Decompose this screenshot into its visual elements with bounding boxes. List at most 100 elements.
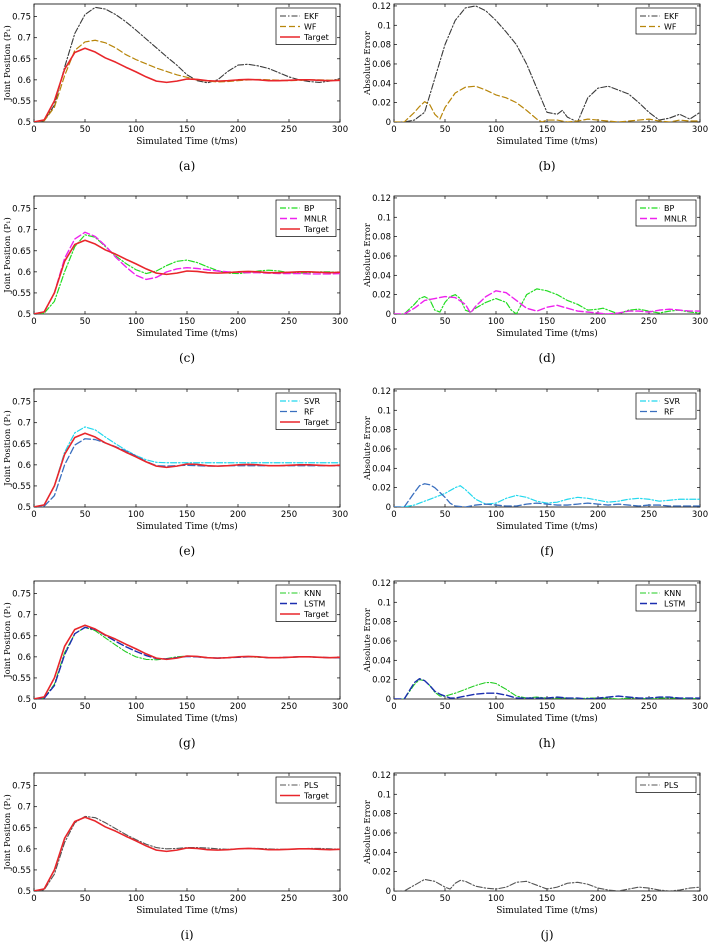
series-line-wf: [34, 39, 340, 122]
y-tick-label: 0.7: [17, 611, 31, 621]
y-tick-label: 0.5: [17, 695, 31, 705]
series-line-target: [34, 239, 340, 314]
y-tick-label: 0.08: [372, 426, 391, 436]
legend-label-rf: RF: [664, 408, 675, 417]
x-tick-label: 300: [692, 702, 708, 712]
y-tick-label: 0.65: [12, 247, 31, 257]
y-tick-label: 0.7: [17, 419, 31, 429]
x-tick-label: 100: [128, 894, 144, 904]
legend-label-target: Target: [303, 610, 329, 619]
y-axis-label: Joint Position (P₁): [2, 217, 13, 294]
x-tick-label: 250: [641, 894, 657, 904]
legend-label-svr: SVR: [304, 397, 321, 406]
chart-panel-h: 0 50 100 150 200 250 300 0 0.02 0.04 0.06 0.08 0.1 0.…: [363, 579, 708, 750]
x-tick-label: 0: [391, 510, 396, 520]
legend-label-lstm: LSTM: [664, 600, 685, 609]
x-tick-label: 100: [488, 702, 504, 712]
legend-label-pls: PLS: [304, 781, 318, 790]
y-tick-label: 0.04: [372, 464, 391, 474]
panel-caption: (g): [178, 736, 195, 750]
x-tick-label: 200: [230, 510, 246, 520]
x-axis-label: Simulated Time (t/ms): [136, 713, 238, 724]
x-tick-label: 0: [391, 317, 396, 327]
legend-label-mnlr: MNLR: [664, 215, 687, 224]
x-tick-label: 0: [391, 125, 396, 135]
legend-label-svr: SVR: [664, 397, 681, 406]
y-tick-label: 0.06: [372, 829, 391, 839]
series-line-svr: [394, 485, 700, 507]
y-tick-label: 0.06: [372, 637, 391, 647]
x-tick-label: 100: [128, 702, 144, 712]
y-tick-label: 0: [386, 695, 391, 705]
y-tick-label: 0: [386, 503, 391, 513]
legend-label-lstm: LSTM: [304, 600, 325, 609]
legend-label-target: Target: [303, 225, 329, 234]
x-tick-label: 0: [31, 317, 36, 327]
legend-box: [275, 392, 337, 430]
x-axis-label: Simulated Time (t/ms): [136, 328, 238, 339]
y-tick-label: 0.65: [12, 440, 31, 450]
x-tick-label: 150: [179, 510, 195, 520]
x-tick-label: 300: [332, 125, 348, 135]
legend-box: [635, 199, 697, 227]
x-tick-label: 0: [31, 125, 36, 135]
x-tick-label: 150: [179, 317, 195, 327]
x-tick-label: 100: [128, 125, 144, 135]
series-line-pls: [394, 878, 700, 891]
x-tick-label: 200: [230, 317, 246, 327]
x-tick-label: 150: [539, 317, 555, 327]
panel-caption: (c): [179, 351, 195, 365]
legend-box: [275, 776, 337, 804]
y-tick-label: 0.04: [372, 656, 391, 666]
legend-label-bp: BP: [304, 204, 314, 213]
y-tick-label: 0.12: [372, 194, 391, 204]
y-axis-label: Absolute Error: [363, 607, 373, 673]
y-tick-label: 0.75: [12, 205, 31, 215]
x-tick-label: 100: [488, 894, 504, 904]
legend-label-knn: KNN: [664, 589, 681, 598]
x-tick-label: 100: [128, 317, 144, 327]
x-tick-label: 150: [539, 510, 555, 520]
x-axis-label: Simulated Time (t/ms): [496, 905, 598, 916]
x-tick-label: 50: [80, 510, 91, 520]
panel-caption: (f): [540, 544, 554, 558]
y-tick-label: 0.75: [12, 398, 31, 408]
legend-box: [635, 776, 697, 793]
y-axis-label: Absolute Error: [363, 30, 373, 96]
x-tick-label: 0: [391, 702, 396, 712]
x-tick-label: 200: [590, 125, 606, 135]
series-group: [394, 878, 700, 891]
series-group: [394, 677, 700, 699]
legend: PLS: [635, 776, 697, 793]
chart-panel-g: 0 50 100 150 200 250 300 0.5 0.55 0.6 0.65 0.7 0.75 S…: [2, 580, 348, 750]
y-axis-label: Absolute Error: [363, 799, 373, 865]
series-line-target: [34, 47, 340, 122]
y-tick-label: 0.75: [12, 590, 31, 600]
x-tick-label: 0: [31, 510, 36, 520]
series-line-target: [34, 624, 340, 699]
y-tick-label: 0.5: [17, 118, 31, 128]
y-tick-label: 0.04: [372, 79, 391, 89]
series-group: [34, 231, 340, 314]
y-tick-label: 0.6: [17, 845, 31, 855]
x-tick-label: 300: [332, 894, 348, 904]
series-line-target: [34, 432, 340, 507]
x-tick-label: 50: [80, 894, 91, 904]
panel-caption: (j): [540, 928, 553, 942]
series-line-ekf: [34, 6, 340, 122]
x-tick-label: 200: [590, 894, 606, 904]
y-tick-label: 0.06: [372, 445, 391, 455]
x-tick-label: 250: [281, 702, 297, 712]
chart-panel-f: 0 50 100 150 200 250 300 0 0.02 0.04 0.06 0.08 0.1 0.…: [363, 387, 708, 558]
series-line-bp: [394, 288, 700, 314]
y-axis-label: Joint Position (P₁): [2, 25, 13, 102]
legend-box: [635, 7, 697, 35]
y-tick-label: 0.02: [372, 484, 391, 494]
y-tick-label: 0.1: [377, 213, 391, 223]
y-tick-label: 0.12: [372, 2, 391, 12]
legend-label-ekf: EKF: [304, 12, 319, 21]
y-tick-label: 0.02: [372, 868, 391, 878]
legend-label-target: Target: [303, 33, 329, 42]
